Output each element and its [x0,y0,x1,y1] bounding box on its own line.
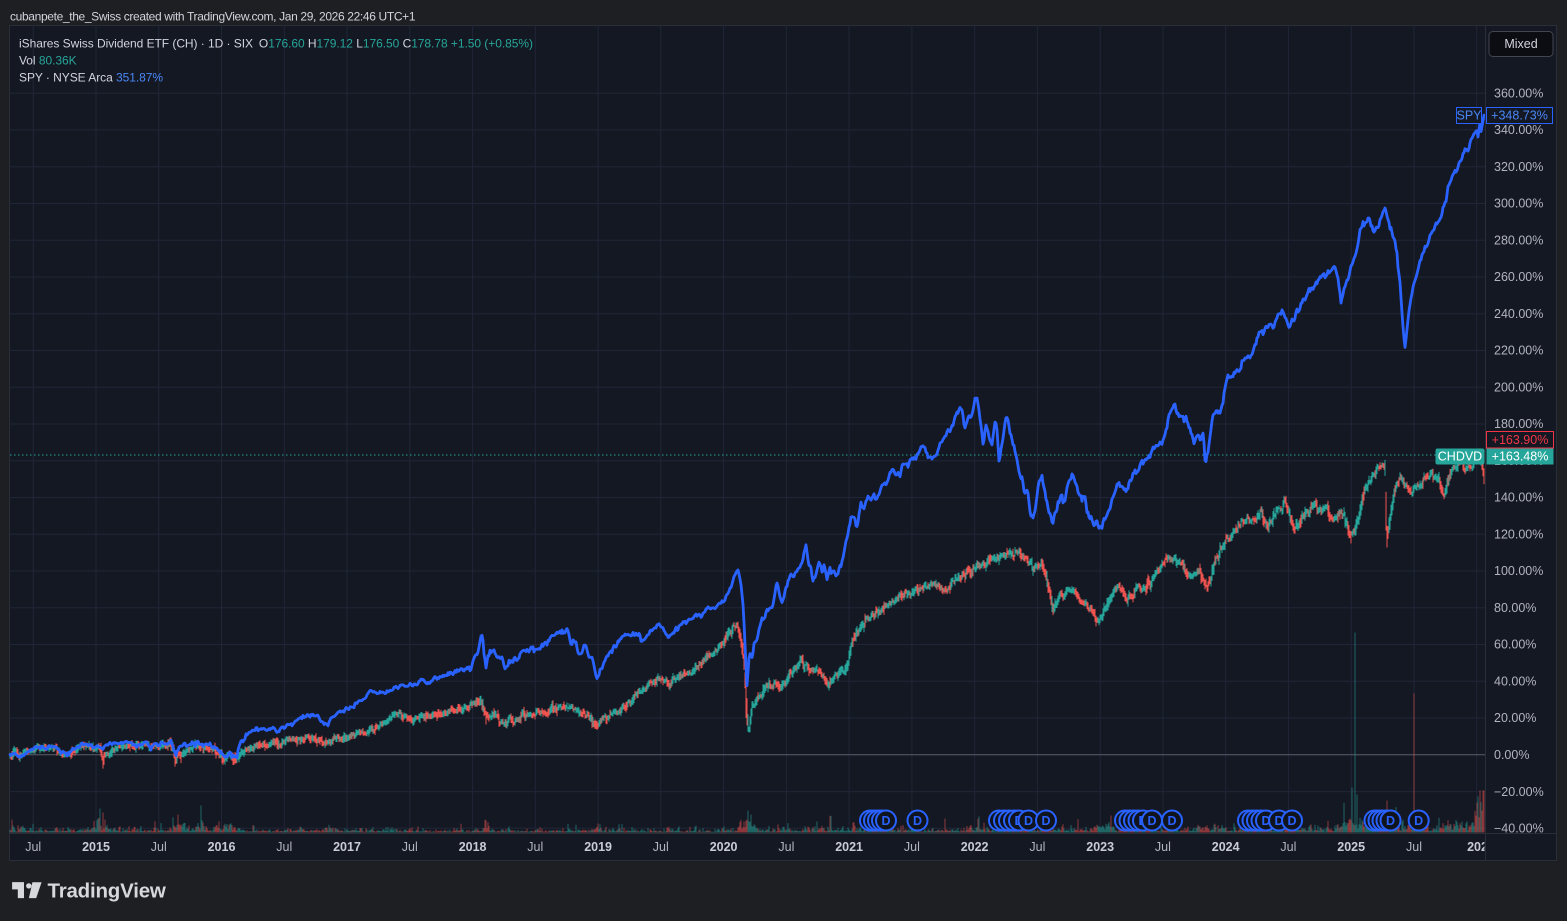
svg-text:D: D [1274,814,1283,828]
svg-text:Jul: Jul [276,840,292,854]
svg-text:D: D [1261,814,1270,828]
svg-text:cubanpete_the_Swiss created wi: cubanpete_the_Swiss created with Trading… [10,10,416,24]
svg-text:+163.90%: +163.90% [1492,433,1549,447]
svg-text:2023: 2023 [1086,840,1114,854]
svg-text:−40.00%: −40.00% [1494,822,1544,836]
svg-text:iShares Swiss Dividend ETF (CH: iShares Swiss Dividend ETF (CH) · 1D · S… [19,37,533,51]
svg-text:D: D [1147,814,1156,828]
svg-text:2016: 2016 [208,840,236,854]
svg-text:D: D [1414,814,1423,828]
svg-text:240.00%: 240.00% [1494,307,1543,321]
svg-text:260.00%: 260.00% [1494,270,1543,284]
svg-text:Jul: Jul [402,840,418,854]
svg-text:CHDVD: CHDVD [1438,450,1482,464]
svg-text:180.00%: 180.00% [1494,417,1543,431]
svg-text:340.00%: 340.00% [1494,123,1543,137]
svg-text:−20.00%: −20.00% [1494,785,1544,799]
svg-text:Jul: Jul [1155,840,1171,854]
svg-text:Jul: Jul [527,840,543,854]
svg-text:2015: 2015 [82,840,110,854]
svg-text:Jul: Jul [904,840,920,854]
svg-text:TradingView: TradingView [48,880,166,903]
svg-text:D: D [1167,814,1176,828]
svg-text:40.00%: 40.00% [1494,675,1536,689]
svg-text:SPY: SPY [1456,109,1482,123]
svg-text:2018: 2018 [459,840,487,854]
svg-text:Jul: Jul [1406,840,1422,854]
svg-text:0.00%: 0.00% [1494,748,1529,762]
svg-text:SPY · NYSE Arca 351.87%: SPY · NYSE Arca 351.87% [19,71,163,85]
svg-text:2019: 2019 [584,840,612,854]
svg-text:220.00%: 220.00% [1494,344,1543,358]
svg-text:2025: 2025 [1337,840,1365,854]
svg-text:Mixed: Mixed [1504,37,1537,51]
svg-text:280.00%: 280.00% [1494,233,1543,247]
svg-text:2021: 2021 [835,840,863,854]
svg-text:2020: 2020 [710,840,738,854]
svg-text:80.00%: 80.00% [1494,601,1536,615]
svg-text:20.00%: 20.00% [1494,711,1536,725]
svg-text:+163.48%: +163.48% [1492,450,1549,464]
svg-text:300.00%: 300.00% [1494,197,1543,211]
svg-text:140.00%: 140.00% [1494,491,1543,505]
svg-text:2022: 2022 [961,840,989,854]
svg-text:D: D [913,814,922,828]
svg-text:120.00%: 120.00% [1494,528,1543,542]
svg-text:D: D [1041,814,1050,828]
svg-text:Jul: Jul [25,840,41,854]
svg-text:202: 202 [1467,840,1488,854]
svg-text:D: D [1287,814,1296,828]
svg-text:Jul: Jul [778,840,794,854]
svg-text:+348.73%: +348.73% [1491,109,1548,123]
svg-text:D: D [881,814,890,828]
svg-text:Vol 80.36K: Vol 80.36K [19,54,77,68]
svg-text:D: D [1386,814,1395,828]
svg-text:320.00%: 320.00% [1494,160,1543,174]
svg-text:D: D [1024,814,1033,828]
svg-text:100.00%: 100.00% [1494,564,1543,578]
svg-text:Jul: Jul [1280,840,1296,854]
svg-text:200.00%: 200.00% [1494,380,1543,394]
svg-text:2017: 2017 [333,840,361,854]
svg-text:Jul: Jul [1029,840,1045,854]
svg-text:360.00%: 360.00% [1494,86,1543,100]
svg-text:60.00%: 60.00% [1494,638,1536,652]
svg-text:Jul: Jul [151,840,167,854]
svg-text:2024: 2024 [1212,840,1240,854]
svg-text:Jul: Jul [653,840,669,854]
